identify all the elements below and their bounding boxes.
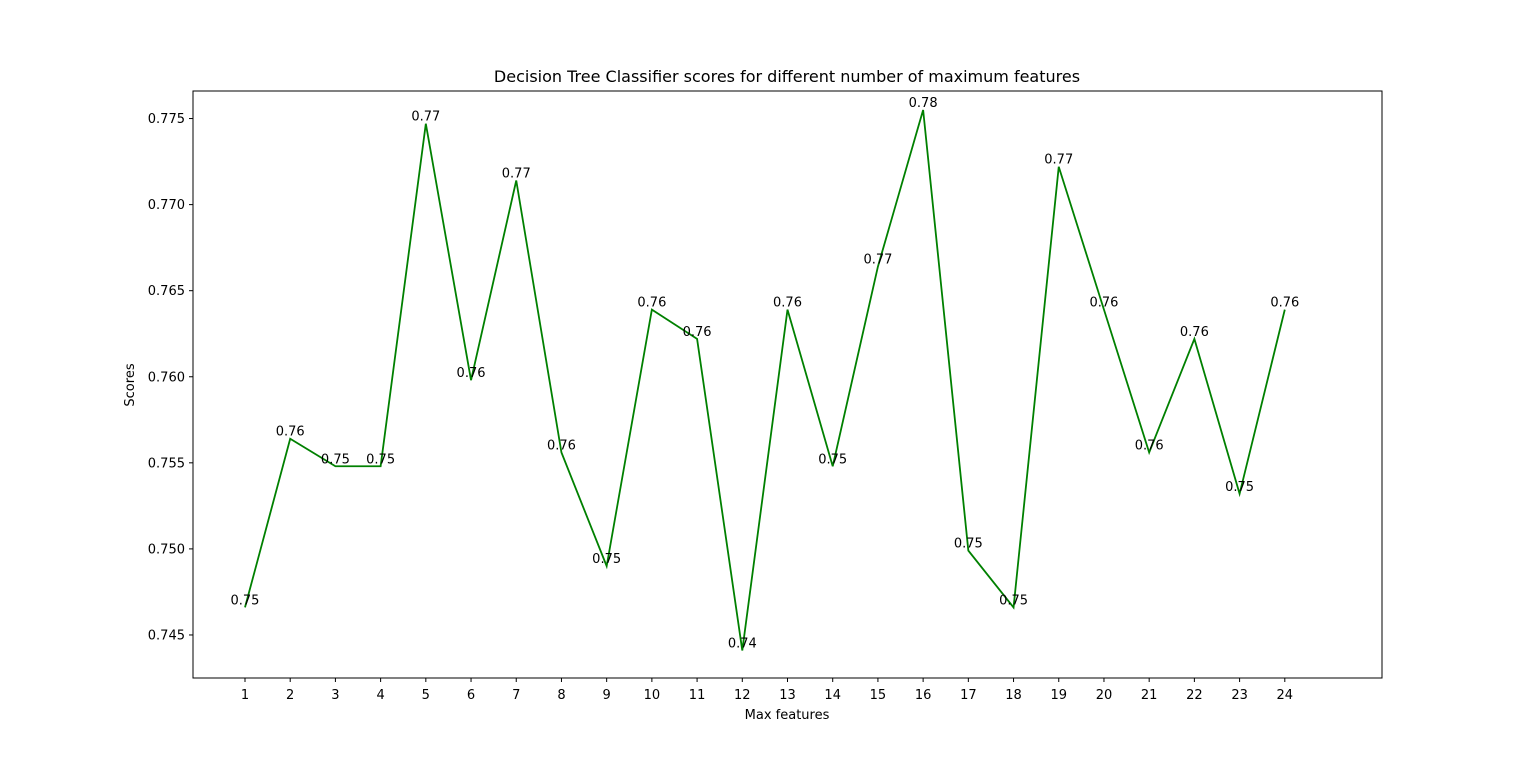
x-tick-label: 18	[1005, 688, 1022, 703]
y-tick-label: 0.760	[148, 370, 185, 385]
plot-frame	[193, 91, 1382, 678]
x-tick-label: 23	[1231, 688, 1248, 703]
x-axis-label: Max features	[745, 708, 830, 723]
x-tick-label: 14	[824, 688, 841, 703]
series-line	[245, 110, 1285, 651]
x-tick-label: 8	[557, 688, 565, 703]
y-tick-label: 0.755	[148, 456, 185, 471]
x-tick-label: 15	[870, 688, 887, 703]
x-tick-label: 10	[644, 688, 661, 703]
x-tick-label: 24	[1277, 688, 1294, 703]
data-label: 0.76	[547, 438, 576, 453]
data-label: 0.76	[457, 366, 486, 381]
data-label: 0.75	[592, 552, 621, 567]
x-tick-label: 7	[512, 688, 520, 703]
data-label: 0.76	[1270, 296, 1299, 311]
x-tick-label: 13	[779, 688, 796, 703]
chart-title: Decision Tree Classifier scores for diff…	[494, 67, 1080, 86]
x-tick-label: 3	[331, 688, 339, 703]
data-label: 0.77	[1044, 153, 1073, 168]
data-label: 0.75	[231, 593, 260, 608]
x-tick-label: 6	[467, 688, 475, 703]
x-tick-label: 4	[376, 688, 384, 703]
data-label: 0.78	[909, 96, 938, 111]
x-tick-label: 22	[1186, 688, 1203, 703]
x-tick-label: 17	[960, 688, 977, 703]
data-label: 0.76	[773, 296, 802, 311]
data-label: 0.77	[411, 110, 440, 125]
data-label: 0.76	[683, 325, 712, 340]
y-tick-label: 0.770	[148, 198, 185, 213]
data-label: 0.76	[276, 425, 305, 440]
y-axis-label: Scores	[123, 363, 138, 406]
data-label: 0.76	[1135, 438, 1164, 453]
data-label: 0.75	[366, 452, 395, 467]
x-tick-label: 2	[286, 688, 294, 703]
data-label: 0.74	[728, 636, 757, 651]
data-label: 0.76	[1089, 296, 1118, 311]
data-label: 0.77	[502, 167, 531, 182]
x-tick-label: 20	[1096, 688, 1113, 703]
x-tick-label: 19	[1050, 688, 1067, 703]
x-tick-label: 21	[1141, 688, 1158, 703]
x-tick-label: 5	[422, 688, 430, 703]
data-label: 0.76	[637, 296, 666, 311]
data-label: 0.75	[999, 593, 1028, 608]
data-label: 0.77	[863, 253, 892, 268]
x-tick-label: 9	[603, 688, 611, 703]
x-tick-label: 12	[734, 688, 751, 703]
data-label: 0.75	[321, 452, 350, 467]
data-label: 0.76	[1180, 325, 1209, 340]
data-label: 0.75	[1225, 480, 1254, 495]
x-tick-label: 1	[241, 688, 249, 703]
y-tick-label: 0.750	[148, 542, 185, 557]
x-tick-label: 16	[915, 688, 932, 703]
y-tick-label: 0.745	[148, 628, 185, 643]
x-tick-label: 11	[689, 688, 706, 703]
y-tick-label: 0.775	[148, 112, 185, 127]
data-label: 0.75	[818, 452, 847, 467]
data-label: 0.75	[954, 537, 983, 552]
y-tick-label: 0.765	[148, 284, 185, 299]
